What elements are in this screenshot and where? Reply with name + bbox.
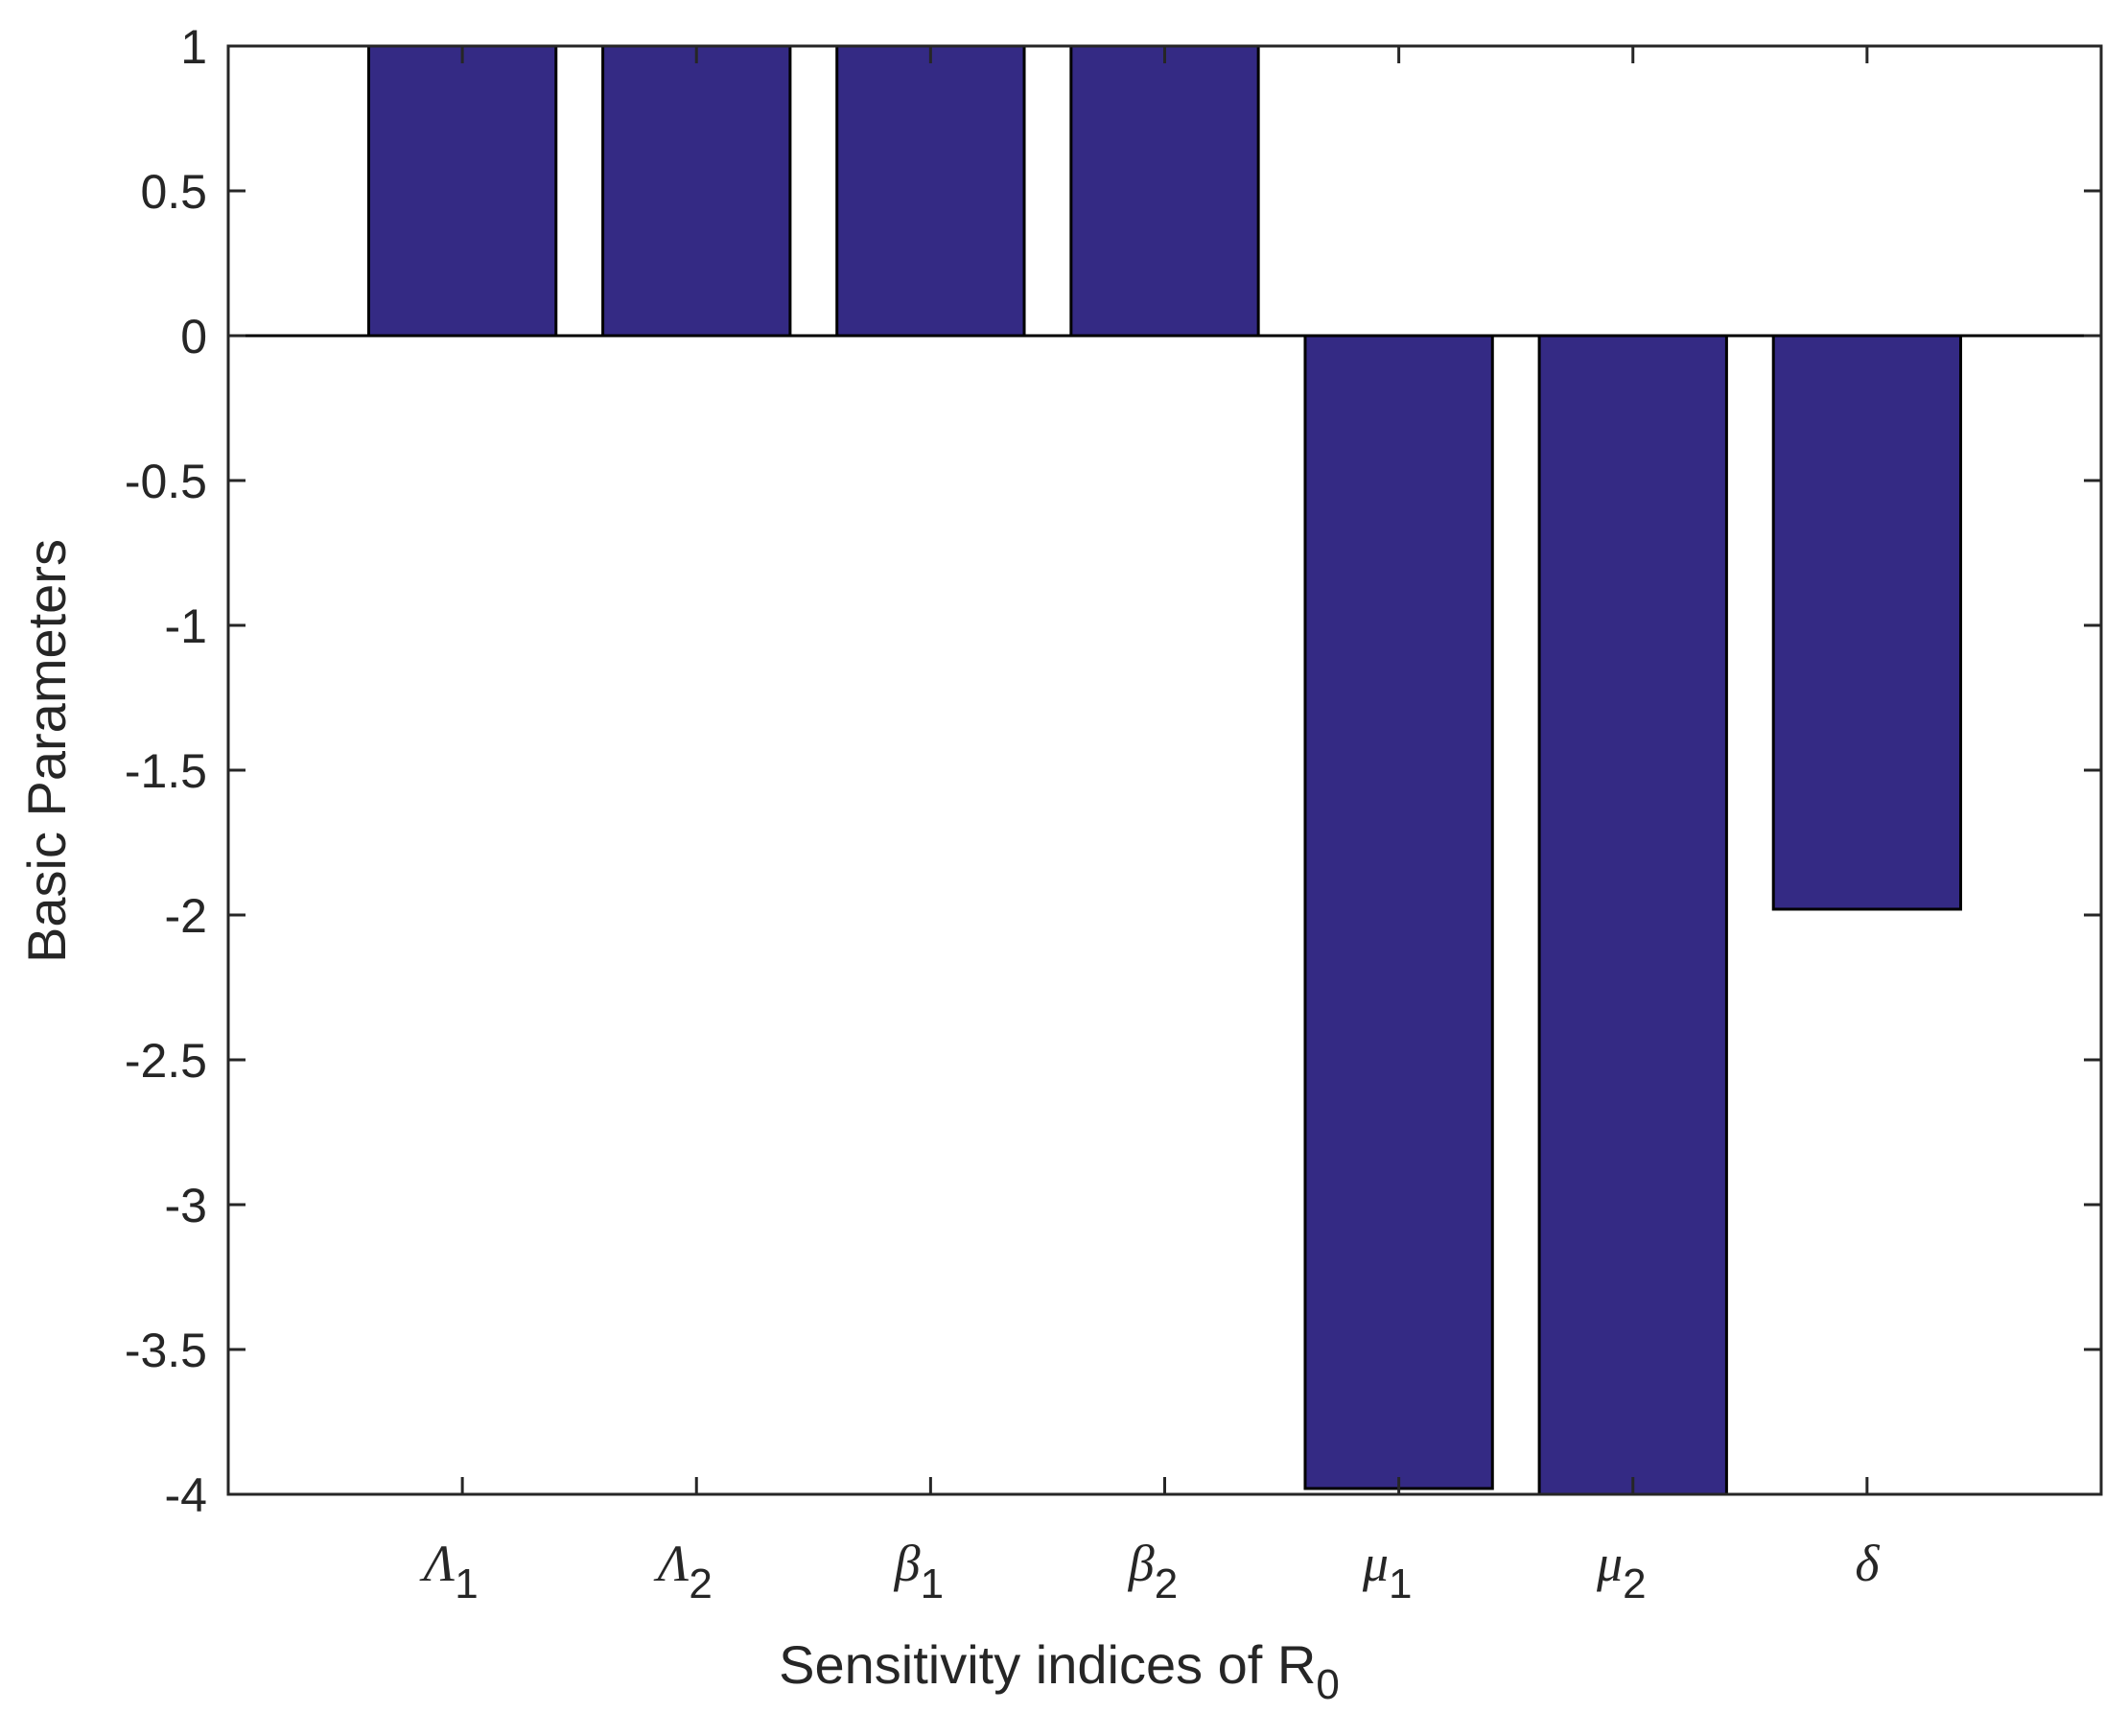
bars-layer <box>366 44 1963 1496</box>
y-tick-label: -4 <box>165 1468 207 1522</box>
y-axis-title: Basic Parameters <box>16 539 77 963</box>
x-tick-label: Λ1 <box>419 1535 479 1607</box>
y-tick-label: -2 <box>165 889 207 943</box>
bar-2 <box>601 44 792 338</box>
x-tick-label: β2 <box>1128 1535 1178 1607</box>
x-tick-labels: Λ1 Λ2 β1 β2 μ1 μ2 δ <box>419 1535 1881 1607</box>
x-tick-label: δ <box>1855 1535 1880 1592</box>
x-tick-label: μ2 <box>1596 1535 1647 1607</box>
y-tick-label: 1 <box>180 20 207 74</box>
y-tick-label: 0.5 <box>140 165 207 219</box>
x-tick-label: μ1 <box>1362 1535 1413 1607</box>
y-tick-labels: 1 0.5 0 -0.5 -1 -1.5 -2 -2.5 -3 -3.5 -4 <box>125 20 207 1522</box>
y-tick-label: -3.5 <box>125 1324 207 1377</box>
axis-ticks <box>228 44 2101 1496</box>
bar-4 <box>1069 44 1260 338</box>
y-tick-label: -1 <box>165 599 207 653</box>
y-tick-label: -0.5 <box>125 455 207 508</box>
bar-7 <box>1771 334 1963 911</box>
bar-5 <box>1303 334 1494 1490</box>
bar-6 <box>1537 334 1728 1496</box>
x-tick-label: β1 <box>894 1535 944 1607</box>
x-axis-title-text: Sensitivity indices of R <box>779 1634 1316 1695</box>
bar-3 <box>835 44 1026 338</box>
y-tick-label: -1.5 <box>125 744 207 798</box>
y-tick-label: -3 <box>165 1179 207 1232</box>
y-tick-label: 0 <box>180 310 207 364</box>
x-tick-label: Λ2 <box>653 1535 713 1607</box>
y-tick-label: -2.5 <box>125 1034 207 1088</box>
bar-1 <box>366 44 558 338</box>
x-axis-title: Sensitivity indices of R0 <box>779 1634 1340 1708</box>
x-axis-title-subscript: 0 <box>1316 1661 1339 1708</box>
